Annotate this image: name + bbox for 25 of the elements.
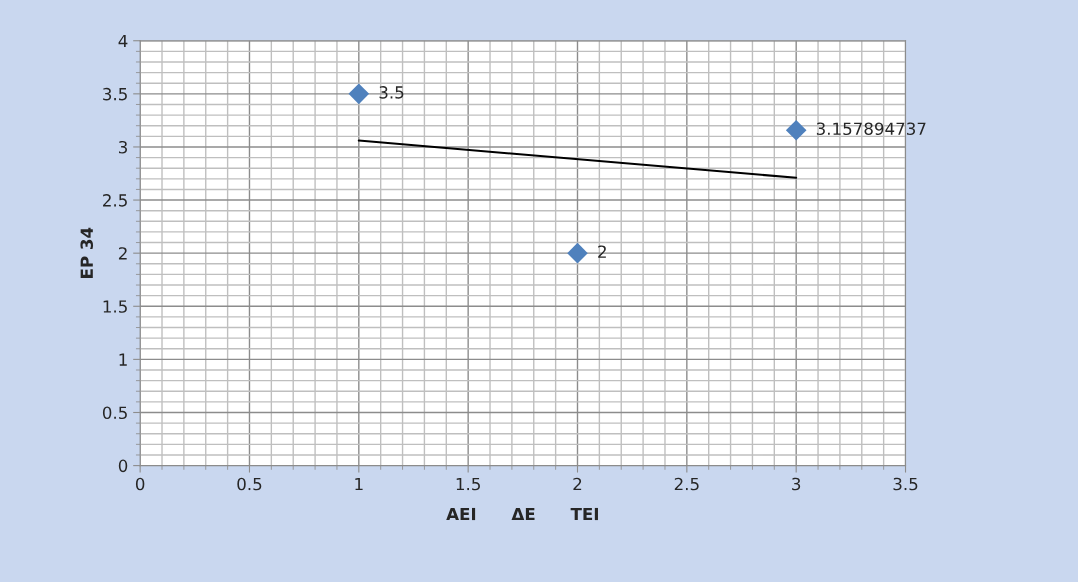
x-tick-label: 0 [135, 477, 145, 491]
x-tick-label: 1 [355, 477, 363, 491]
y-axis-title: EP 34 [80, 227, 94, 278]
x-tick-label: 3.5 [893, 477, 918, 491]
point [348, 83, 370, 105]
x-axis-title: AEI ΔE TEI [446, 507, 598, 521]
y-tick-label: 2.5 [103, 194, 127, 207]
y-tick-label: 1 [119, 353, 127, 366]
x-tick-label: 1.5 [456, 477, 480, 491]
x-tick-label: 3 [792, 477, 801, 491]
point [567, 242, 588, 264]
y-tick-label: 0.5 [102, 406, 127, 420]
x-tick-label: 2.5 [674, 477, 699, 491]
data-label: 3.157894737 [816, 122, 926, 136]
data-label: 2 [598, 245, 606, 258]
y-tick-label: 0 [118, 459, 128, 473]
y-tick-label: 3 [119, 140, 127, 154]
data-label: 3.5 [379, 86, 404, 99]
y-tick-label: 2 [118, 247, 127, 260]
point [785, 119, 807, 141]
x-tick-label: 0.5 [237, 477, 262, 491]
x-tick-label: 2 [573, 477, 582, 491]
y-tick-label: 1.5 [103, 300, 127, 313]
y-tick-label: 4 [118, 34, 128, 48]
y-tick-label: 3.5 [103, 87, 127, 101]
